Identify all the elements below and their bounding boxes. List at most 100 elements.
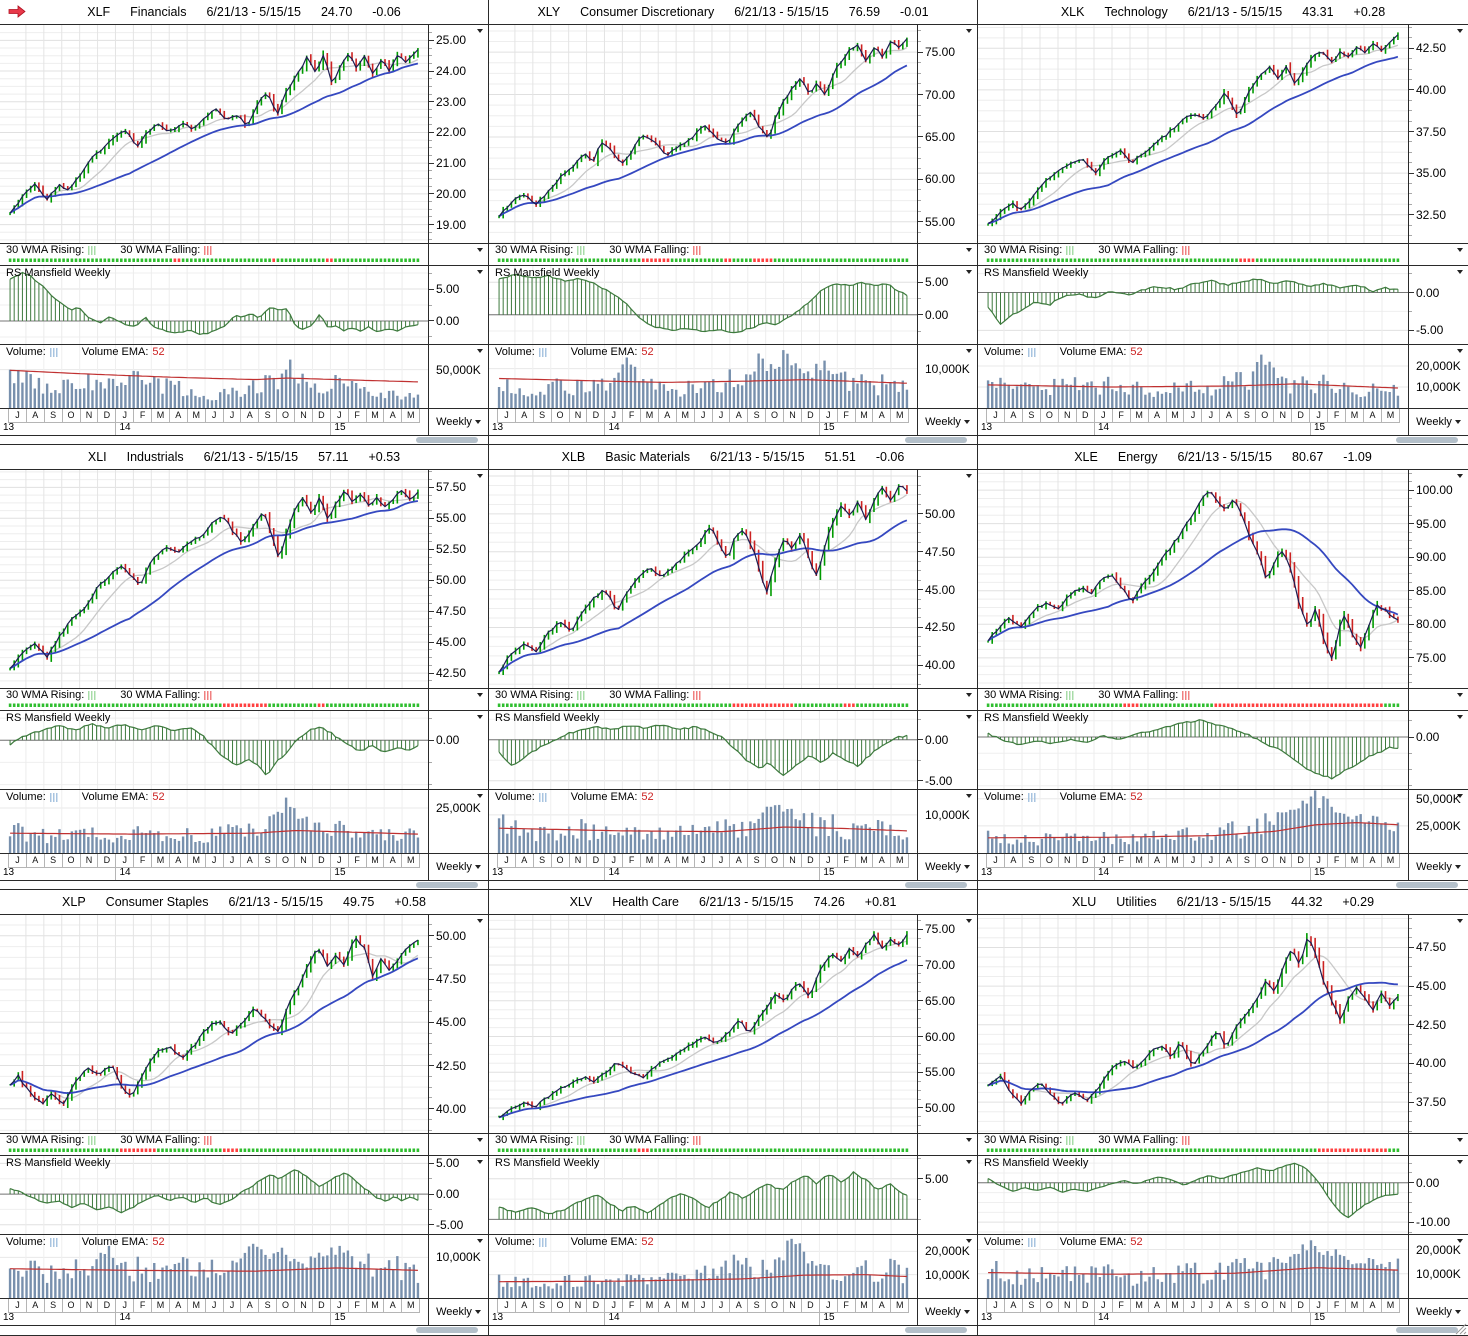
chevron-down-icon[interactable] bbox=[477, 248, 483, 252]
timeframe-selector[interactable]: Weekly bbox=[428, 1299, 488, 1325]
scrollbar-track[interactable] bbox=[0, 435, 488, 444]
scrollbar-thumb[interactable] bbox=[416, 1327, 478, 1333]
scrollbar-track[interactable] bbox=[489, 435, 977, 444]
chevron-down-icon[interactable] bbox=[477, 715, 483, 719]
volume-plot[interactable]: Volume: Volume EMA: 52 bbox=[978, 1235, 1408, 1298]
chevron-down-icon[interactable] bbox=[477, 1138, 483, 1142]
rs-mansfield-plot[interactable]: RS Mansfield Weekly bbox=[978, 266, 1408, 344]
chevron-down-icon[interactable] bbox=[1457, 794, 1463, 798]
chevron-down-icon[interactable] bbox=[477, 29, 483, 33]
rs-mansfield-plot[interactable]: RS Mansfield Weekly bbox=[0, 711, 428, 789]
price-chart-plot[interactable] bbox=[489, 470, 917, 688]
volume-plot[interactable]: Volume: Volume EMA: 52 bbox=[0, 1235, 428, 1298]
chevron-down-icon[interactable] bbox=[477, 349, 483, 353]
rs-mansfield-plot[interactable]: RS Mansfield Weekly bbox=[489, 711, 917, 789]
chevron-down-icon[interactable] bbox=[1457, 693, 1463, 697]
scale-tick-label: 47.50 bbox=[925, 544, 956, 559]
price-chart-plot[interactable] bbox=[0, 25, 428, 243]
scrollbar-track[interactable] bbox=[978, 880, 1468, 889]
scrollbar-track[interactable] bbox=[0, 1325, 488, 1334]
scrollbar-track[interactable] bbox=[978, 1325, 1468, 1334]
chevron-down-icon[interactable] bbox=[966, 248, 972, 252]
chevron-down-icon[interactable] bbox=[477, 919, 483, 923]
chevron-down-icon[interactable] bbox=[477, 794, 483, 798]
chevron-down-icon[interactable] bbox=[966, 474, 972, 478]
scrollbar-track[interactable] bbox=[0, 880, 488, 889]
volume-plot[interactable]: Volume: Volume EMA: 52 bbox=[978, 790, 1408, 853]
timeframe-selector[interactable]: Weekly bbox=[428, 854, 488, 880]
chevron-down-icon[interactable] bbox=[966, 794, 972, 798]
chevron-down-icon[interactable] bbox=[966, 715, 972, 719]
scrollbar-thumb[interactable] bbox=[1396, 882, 1458, 888]
volume-plot[interactable]: Volume: Volume EMA: 52 bbox=[0, 345, 428, 408]
chevron-down-icon[interactable] bbox=[1457, 349, 1463, 353]
price-chart-plot[interactable] bbox=[0, 470, 428, 688]
volume-plot[interactable]: Volume: Volume EMA: 52 bbox=[489, 790, 917, 853]
volume-scale: 50,000K 25,000K bbox=[1408, 790, 1468, 853]
rs-mansfield-plot[interactable]: RS Mansfield Weekly bbox=[489, 266, 917, 344]
minor-tick-mark bbox=[918, 503, 921, 505]
price-chart-plot[interactable] bbox=[489, 25, 917, 243]
scrollbar-thumb[interactable] bbox=[1396, 437, 1458, 443]
price-chart-plot[interactable] bbox=[0, 915, 428, 1133]
scrollbar-thumb[interactable] bbox=[905, 437, 967, 443]
volume-ema-label: Volume EMA: bbox=[81, 791, 149, 803]
chevron-down-icon[interactable] bbox=[966, 29, 972, 33]
chevron-down-icon[interactable] bbox=[1457, 29, 1463, 33]
chevron-down-icon[interactable] bbox=[966, 270, 972, 274]
scrollbar-thumb[interactable] bbox=[905, 1327, 967, 1333]
rs-mansfield-plot[interactable]: RS Mansfield Weekly bbox=[0, 1156, 428, 1234]
chevron-down-icon[interactable] bbox=[477, 270, 483, 274]
rs-mansfield-plot[interactable]: RS Mansfield Weekly bbox=[0, 266, 428, 344]
volume-plot[interactable]: Volume: Volume EMA: 52 bbox=[489, 1235, 917, 1298]
price-chart-plot[interactable] bbox=[489, 915, 917, 1133]
chevron-down-icon[interactable] bbox=[1457, 270, 1463, 274]
chevron-down-icon[interactable] bbox=[966, 919, 972, 923]
price-chart-plot[interactable] bbox=[978, 470, 1408, 688]
chevron-down-icon[interactable] bbox=[477, 693, 483, 697]
chevron-down-icon[interactable] bbox=[1457, 1138, 1463, 1142]
chevron-down-icon[interactable] bbox=[966, 693, 972, 697]
chevron-down-icon[interactable] bbox=[1457, 1160, 1463, 1164]
major-tick-mark bbox=[1409, 172, 1414, 174]
volume-plot[interactable]: Volume: Volume EMA: 52 bbox=[978, 345, 1408, 408]
timeframe-selector[interactable]: Weekly bbox=[1408, 1299, 1468, 1325]
scrollbar-track[interactable] bbox=[489, 1325, 977, 1334]
resize-grip-icon[interactable] bbox=[1454, 1322, 1467, 1335]
scale-tick-label: 42.50 bbox=[925, 620, 956, 635]
chevron-down-icon[interactable] bbox=[966, 349, 972, 353]
chevron-down-icon[interactable] bbox=[477, 1160, 483, 1164]
timeframe-selector[interactable]: Weekly bbox=[1408, 854, 1468, 880]
chevron-down-icon[interactable] bbox=[966, 1138, 972, 1142]
rs-mansfield-plot[interactable]: RS Mansfield Weekly bbox=[978, 711, 1408, 789]
chevron-down-icon[interactable] bbox=[477, 1239, 483, 1243]
scrollbar-track[interactable] bbox=[489, 880, 977, 889]
scrollbar-thumb[interactable] bbox=[416, 882, 478, 888]
chevron-down-icon[interactable] bbox=[966, 1160, 972, 1164]
price-chart-plot[interactable] bbox=[978, 915, 1408, 1133]
chevron-down-icon[interactable] bbox=[1457, 715, 1463, 719]
volume-plot[interactable]: Volume: Volume EMA: 52 bbox=[0, 790, 428, 853]
chevron-down-icon[interactable] bbox=[966, 1239, 972, 1243]
timeframe-selector[interactable]: Weekly bbox=[917, 854, 977, 880]
rs-mansfield-plot[interactable]: RS Mansfield Weekly bbox=[489, 1156, 917, 1234]
chevron-down-icon[interactable] bbox=[1457, 919, 1463, 923]
rs-mansfield-plot[interactable]: RS Mansfield Weekly bbox=[978, 1156, 1408, 1234]
timeframe-selector[interactable]: Weekly bbox=[917, 1299, 977, 1325]
scrollbar-thumb[interactable] bbox=[905, 882, 967, 888]
chevron-down-icon[interactable] bbox=[1457, 1239, 1463, 1243]
scrollbar-track[interactable] bbox=[978, 435, 1468, 444]
chevron-down-icon[interactable] bbox=[477, 474, 483, 478]
minor-tick-mark bbox=[918, 1157, 921, 1159]
timeframe-selector[interactable]: Weekly bbox=[428, 409, 488, 435]
scrollbar-thumb[interactable] bbox=[416, 437, 478, 443]
timeframe-selector[interactable]: Weekly bbox=[1408, 409, 1468, 435]
volume-plot[interactable]: Volume: Volume EMA: 52 bbox=[489, 345, 917, 408]
timeframe-selector[interactable]: Weekly bbox=[917, 409, 977, 435]
scrollbar-thumb[interactable] bbox=[1396, 1327, 1458, 1333]
chevron-down-icon[interactable] bbox=[1457, 474, 1463, 478]
price-chart-plot[interactable] bbox=[978, 25, 1408, 243]
month-label: M bbox=[186, 409, 205, 422]
chevron-down-icon[interactable] bbox=[1457, 248, 1463, 252]
